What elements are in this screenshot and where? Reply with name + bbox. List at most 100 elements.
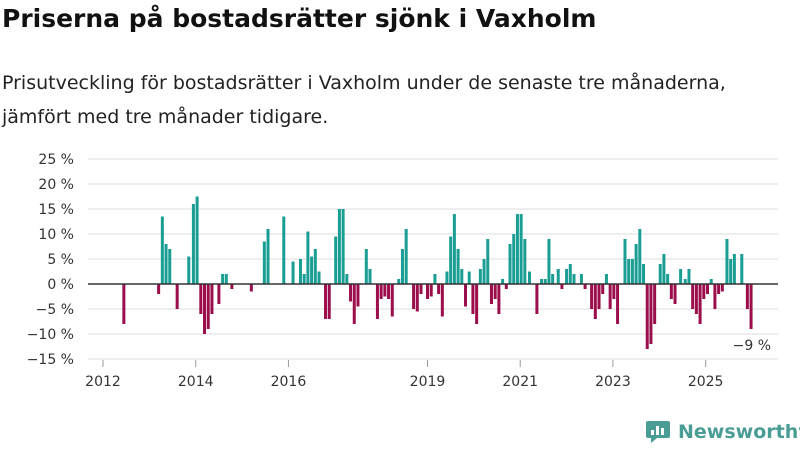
x-tick-label: 2014 <box>178 374 214 390</box>
y-tick-label: 25 % <box>38 152 74 168</box>
bar <box>306 231 310 284</box>
bar <box>349 284 353 302</box>
bar <box>653 284 657 324</box>
bar <box>662 254 666 284</box>
bar <box>673 284 677 304</box>
bar <box>649 284 653 344</box>
bar <box>669 284 673 299</box>
bar <box>551 274 555 284</box>
bar <box>302 274 306 284</box>
bar <box>437 284 441 294</box>
bar <box>627 259 631 284</box>
bar <box>698 284 702 324</box>
bar <box>683 279 687 284</box>
bar <box>593 284 597 319</box>
bar <box>203 284 207 334</box>
bar <box>199 284 203 314</box>
bar <box>217 284 221 304</box>
bar <box>345 274 349 284</box>
bar <box>634 244 638 284</box>
bar <box>282 216 286 284</box>
bar <box>590 284 594 309</box>
bar <box>572 274 576 284</box>
bar <box>604 274 608 284</box>
bar <box>720 284 724 292</box>
bar <box>608 284 612 309</box>
bar <box>433 274 437 284</box>
bar <box>157 284 161 294</box>
bar <box>565 269 569 284</box>
bar <box>745 284 749 309</box>
bar <box>482 259 486 284</box>
bar <box>324 284 328 319</box>
bar <box>249 284 253 292</box>
bar <box>206 284 210 329</box>
bar <box>379 284 383 299</box>
bar <box>352 284 356 324</box>
bar <box>387 284 391 299</box>
bar <box>230 284 234 289</box>
bar <box>527 271 531 284</box>
last-value-label: −9 % <box>733 338 771 354</box>
bar <box>327 284 331 319</box>
bar <box>456 249 460 284</box>
bar <box>732 254 736 284</box>
bar <box>298 259 302 284</box>
bar <box>122 284 126 324</box>
bar <box>749 284 753 329</box>
bar <box>341 209 345 284</box>
bar <box>266 229 270 284</box>
x-tick-label: 2023 <box>595 374 631 390</box>
bar <box>224 274 228 284</box>
bar <box>601 284 605 294</box>
bar <box>612 284 616 299</box>
bar <box>368 269 372 284</box>
bar <box>493 284 497 299</box>
bar <box>310 256 314 284</box>
y-tick-label: −15 % <box>27 352 74 368</box>
bar <box>713 284 717 309</box>
bar <box>429 284 433 297</box>
bar <box>383 284 387 297</box>
bar <box>658 264 662 284</box>
bar <box>175 284 179 309</box>
y-tick-label: 20 % <box>38 177 74 193</box>
bar <box>471 284 475 314</box>
bar <box>291 261 295 284</box>
bar <box>630 259 634 284</box>
y-tick-label: 10 % <box>38 227 74 243</box>
bars <box>122 196 753 349</box>
bar <box>515 214 519 284</box>
bar <box>497 284 501 314</box>
bar <box>691 284 695 309</box>
bar <box>679 269 683 284</box>
bar <box>560 284 564 289</box>
y-axis: 25 % 20 % 15 % 10 % 5 % 0 % −5 % −10 % −15 % <box>27 152 74 368</box>
bar <box>489 284 493 304</box>
bar <box>221 274 225 284</box>
bar <box>426 284 429 299</box>
bar <box>195 196 199 284</box>
bar <box>645 284 649 349</box>
bar <box>486 239 490 284</box>
bar <box>519 214 523 284</box>
bar <box>523 239 527 284</box>
bar <box>501 279 505 284</box>
x-tick-label: 2019 <box>410 374 446 390</box>
bar <box>210 284 214 314</box>
y-tick-label: 15 % <box>38 202 74 218</box>
bar <box>356 284 360 307</box>
bar <box>687 269 691 284</box>
bar <box>262 241 266 284</box>
bar <box>694 284 698 314</box>
chart-title: Priserna på bostadsrätter sjönk i Vaxhol… <box>2 4 597 33</box>
bar <box>729 259 733 284</box>
bar <box>508 244 512 284</box>
bar <box>337 209 341 284</box>
bar <box>449 236 453 284</box>
bar <box>556 269 560 284</box>
bar <box>638 229 642 284</box>
bar <box>705 284 709 294</box>
bar <box>160 216 164 284</box>
